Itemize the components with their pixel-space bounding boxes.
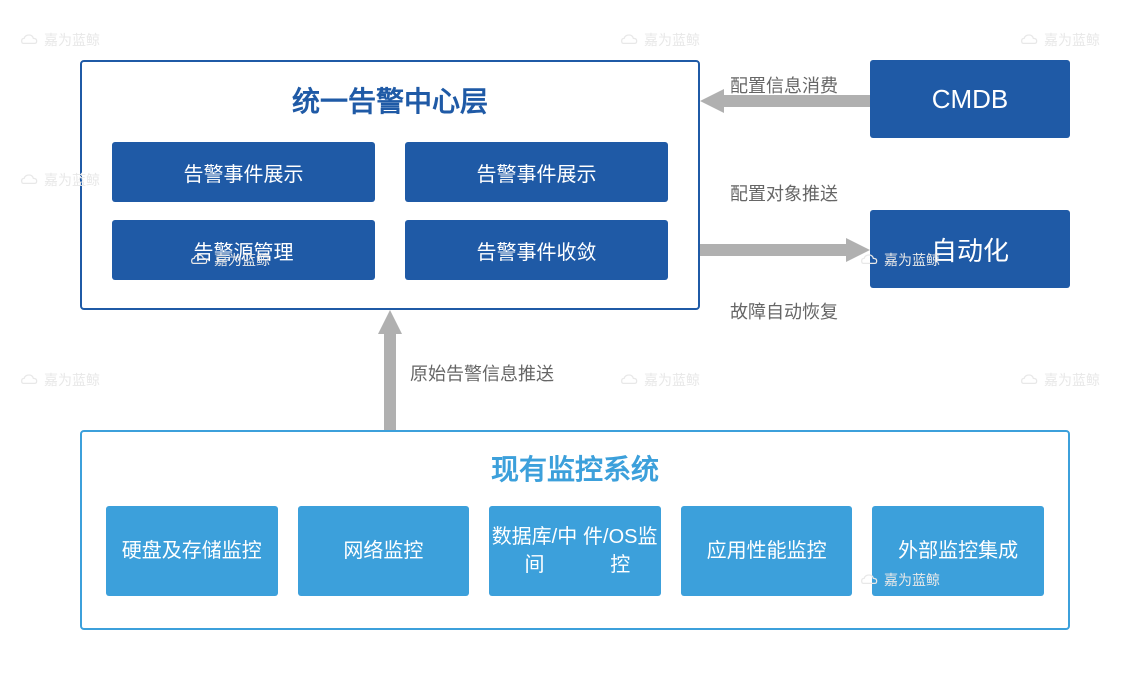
monitor-row: 硬盘及存储监控 网络监控 数据库/中间件/OS监控 应用性能监控 外部监控集成 bbox=[106, 506, 1044, 596]
monitor-item-0: 硬盘及存储监控 bbox=[106, 506, 278, 596]
monitor-system-container: 现有监控系统 硬盘及存储监控 网络监控 数据库/中间件/OS监控 应用性能监控 … bbox=[80, 430, 1070, 630]
watermark: 嘉为蓝鲸 bbox=[1020, 30, 1100, 50]
watermark: 嘉为蓝鲸 bbox=[1020, 370, 1100, 390]
watermark: 嘉为蓝鲸 bbox=[620, 370, 700, 390]
label-fault-recover: 故障自动恢复 bbox=[730, 298, 838, 324]
monitor-item-3: 应用性能监控 bbox=[681, 506, 853, 596]
watermark: 嘉为蓝鲸 bbox=[20, 370, 100, 390]
alarm-center-container: 统一告警中心层 告警事件展示 告警事件展示 告警源管理 告警事件收敛 bbox=[80, 60, 700, 310]
automation-box: 自动化 bbox=[870, 210, 1070, 288]
alarm-item-0: 告警事件展示 bbox=[112, 142, 375, 202]
arrow-monitor-to-center bbox=[375, 310, 405, 432]
arrow-cmdb-to-center bbox=[700, 86, 872, 116]
label-config-push: 配置对象推送 bbox=[730, 180, 838, 206]
alarm-grid: 告警事件展示 告警事件展示 告警源管理 告警事件收敛 bbox=[112, 142, 668, 280]
watermark: 嘉为蓝鲸 bbox=[20, 30, 100, 50]
monitor-item-1: 网络监控 bbox=[298, 506, 470, 596]
monitor-system-title: 现有监控系统 bbox=[106, 448, 1044, 488]
alarm-item-1: 告警事件展示 bbox=[405, 142, 668, 202]
arrow-center-to-auto bbox=[700, 235, 872, 265]
cmdb-box: CMDB bbox=[870, 60, 1070, 138]
monitor-item-4: 外部监控集成 bbox=[872, 506, 1044, 596]
watermark: 嘉为蓝鲸 bbox=[620, 30, 700, 50]
label-raw-alarm-push: 原始告警信息推送 bbox=[410, 360, 554, 386]
monitor-item-2: 数据库/中间件/OS监控 bbox=[489, 506, 661, 596]
alarm-item-3: 告警事件收敛 bbox=[405, 220, 668, 280]
alarm-item-2: 告警源管理 bbox=[112, 220, 375, 280]
alarm-center-title: 统一告警中心层 bbox=[112, 80, 668, 120]
